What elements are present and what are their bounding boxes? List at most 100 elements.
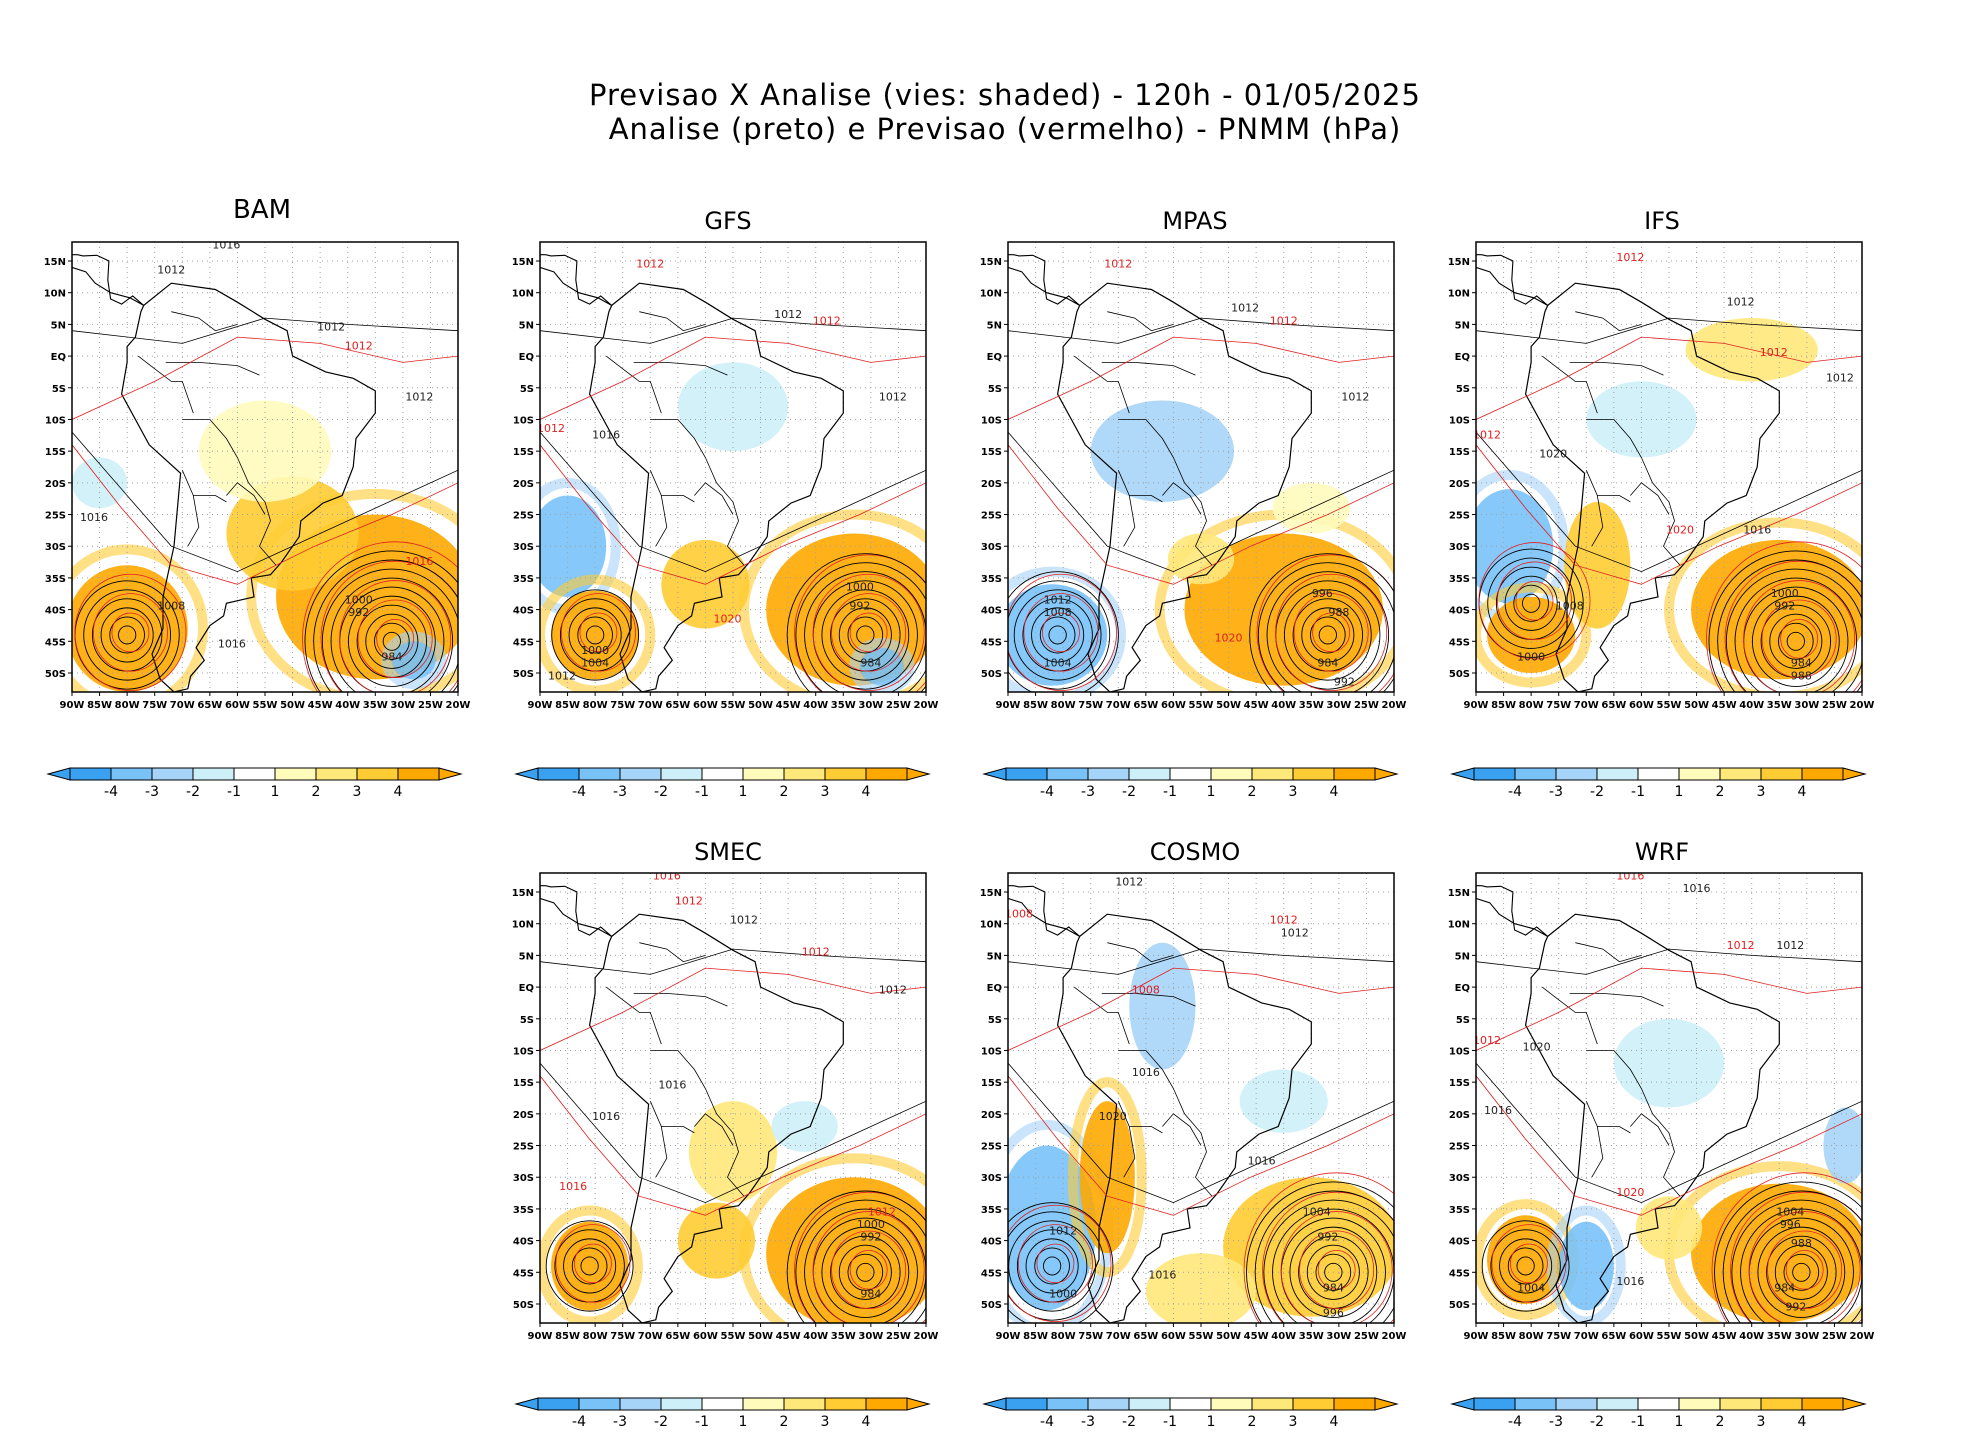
contour-label: 1020 [1666, 524, 1694, 537]
lat-tick-label: 10S [513, 415, 534, 426]
lat-tick-label: 35S [513, 574, 534, 585]
colorbar-segment [865, 1397, 908, 1411]
isobar-low-forecast [1008, 1204, 1112, 1322]
isobar-forecast [1008, 336, 1394, 420]
lon-tick-label: 70W [1574, 700, 1599, 711]
colorbar-arrow-right [906, 767, 931, 781]
coastline-central-america [72, 254, 145, 306]
lon-tick-label: 35W [363, 700, 388, 711]
contour-label: 1012 [1616, 251, 1644, 264]
country-border [1575, 311, 1642, 332]
isobar-forecast [540, 1075, 926, 1216]
isobar-low-analysis [1734, 577, 1858, 692]
contour-label: 1012 [1341, 390, 1369, 403]
country-border [1569, 993, 1664, 1007]
panel-title-ifs: IFS [1644, 207, 1680, 235]
isobar-analysis [1008, 431, 1394, 573]
contour-label: 1016 [559, 1180, 587, 1193]
colorbar-label: -4 [1508, 1414, 1522, 1430]
lat-tick-label: 25S [1449, 1142, 1470, 1153]
lon-tick-label: 55W [721, 1331, 746, 1342]
lat-tick-label: EQ [519, 352, 534, 363]
isobar-low-analysis [313, 559, 458, 692]
isobar-low-analysis [1048, 625, 1067, 645]
isobar-low-forecast [1780, 618, 1819, 659]
country-border [605, 986, 662, 1045]
colorbar-segment [69, 767, 112, 781]
lon-tick-label: 80W [1519, 700, 1544, 711]
lon-tick-label: 65W [1601, 1331, 1626, 1342]
country-border [1162, 1113, 1202, 1146]
lon-tick-label: 35W [1299, 1331, 1324, 1342]
isobar-low-forecast [302, 541, 458, 692]
lat-tick-label: 10N [44, 289, 66, 300]
isobar-low-analysis [847, 1253, 884, 1291]
country-border [165, 362, 260, 376]
panel-title-bam: BAM [232, 195, 292, 225]
lon-tick-label: 80W [1519, 1331, 1544, 1342]
isobar-analysis [72, 431, 458, 573]
lon-tick-label: 85W [1491, 1331, 1516, 1342]
contour-label: 1000 [846, 581, 874, 594]
contour-label: 1004 [581, 657, 609, 670]
colorbar-bam: -4 -3 -2 -1 1 2 3 4 [46, 767, 463, 800]
contour-label: 1016 [1148, 1269, 1176, 1282]
lat-tick-label: 50S [981, 1300, 1002, 1311]
lat-tick-label: 45S [1449, 637, 1470, 648]
isobar-low-analysis [1257, 562, 1394, 692]
isobar-low-forecast [794, 554, 926, 692]
colorbar-label: -1 [227, 784, 241, 800]
bias-shade [771, 1101, 838, 1152]
country-border [649, 1101, 668, 1178]
contour-label: 1012 [1760, 346, 1788, 359]
colorbar-label: -2 [186, 784, 200, 800]
lat-tick-label: 40S [1449, 606, 1470, 617]
lat-tick-label: 50S [981, 669, 1002, 680]
contour-label: 1012 [879, 390, 907, 403]
colorbar-arrow-left [1450, 1397, 1475, 1411]
contour-label: 1016 [80, 511, 108, 524]
colorbar-segment [1251, 767, 1294, 781]
colorbar-arrow-right [1374, 1397, 1399, 1411]
lat-tick-label: 30S [513, 542, 534, 553]
lat-tick-label: 15S [981, 1078, 1002, 1089]
contour-label: 992 [1774, 600, 1795, 613]
bias-shade [1558, 1221, 1614, 1311]
isobar-forecast [1476, 967, 1862, 1051]
colorbar-arrow-right [1842, 1397, 1867, 1411]
isobar-low-analysis [1751, 595, 1840, 687]
isobar-low-forecast [1280, 1211, 1393, 1323]
contour-label: 1016 [592, 428, 620, 441]
isobar-low-analysis [1318, 625, 1337, 645]
isobar-low-analysis [1246, 1181, 1394, 1323]
colorbar-label: -3 [1549, 1414, 1563, 1430]
isobar-low-analysis [1249, 553, 1394, 692]
isobar-low-analysis [577, 616, 613, 654]
contour-label: 984 [381, 650, 402, 663]
colorbar-segment [701, 767, 744, 781]
lon-tick-label: 60W [1629, 1331, 1654, 1342]
lat-tick-label: 10N [1448, 289, 1470, 300]
contour-label: 992 [860, 1231, 881, 1244]
isobar-analysis [1476, 317, 1862, 344]
lat-tick-label: 10S [513, 1046, 534, 1057]
country-border [1597, 495, 1631, 503]
colorbar-label: -2 [1122, 784, 1136, 800]
lon-tick-label: 60W [1161, 1331, 1186, 1342]
country-border [661, 495, 695, 503]
isobar-low-analysis [1769, 613, 1823, 669]
lon-tick-label: 55W [1657, 1331, 1682, 1342]
contour-label: 1012 [802, 945, 830, 958]
colorbar-segment [578, 767, 621, 781]
isobar-low-forecast [74, 573, 187, 692]
isobar-low-analysis [1507, 1247, 1544, 1285]
isobar-low-analysis [1513, 584, 1549, 622]
bias-shade [72, 565, 188, 692]
lat-tick-label: 5N [987, 320, 1002, 331]
isobar-low-analysis [1039, 616, 1076, 654]
country-border [1107, 311, 1174, 332]
colorbar-segment [660, 767, 703, 781]
contour-label: 1012 [537, 422, 565, 435]
colorbar-segment [1046, 1397, 1089, 1411]
